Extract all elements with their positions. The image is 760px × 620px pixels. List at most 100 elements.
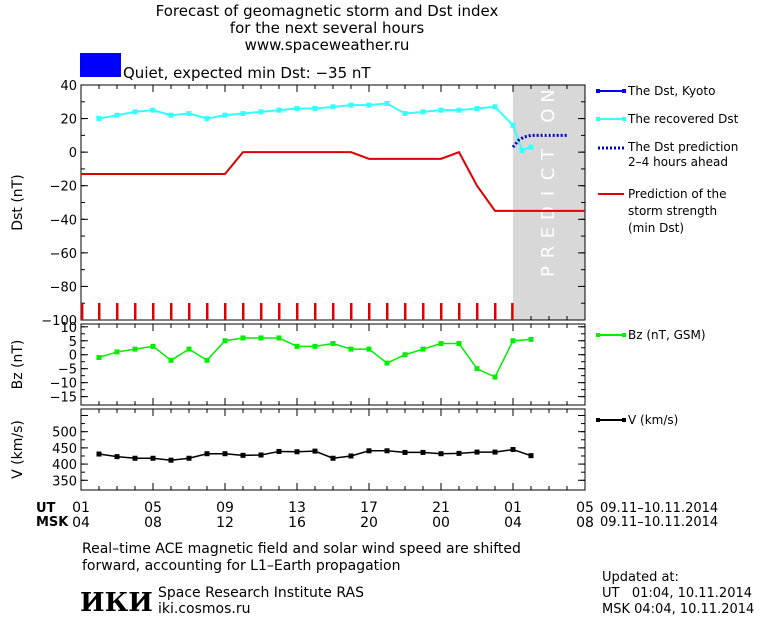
prediction-letter: T	[538, 148, 559, 161]
legend-dst-recovered: The recovered Dst	[596, 112, 739, 126]
updated-msk: MSK 04:04, 10.11.2014	[602, 602, 754, 617]
speed-series-point	[294, 449, 300, 455]
prediction-letter: R	[538, 246, 559, 259]
y-axis-label: Bz (nT)	[10, 340, 26, 390]
red-marker	[386, 303, 389, 320]
recovered-dst-point	[114, 112, 120, 118]
y-tick-label: 450	[52, 442, 77, 457]
recovered-dst-point	[402, 111, 408, 117]
y-tick-label: 0	[69, 349, 77, 364]
recovered-dst-point	[474, 106, 480, 111]
institute-site: iki.cosmos.ru	[158, 601, 250, 617]
speed-series-point	[384, 448, 390, 454]
speed-series-point	[510, 447, 516, 452]
prediction-letter: P	[538, 266, 559, 277]
speed-series-point	[222, 451, 228, 457]
speed-series-point	[114, 454, 120, 460]
legend-dst-kyoto-label: The Dst, Kyoto	[627, 84, 715, 98]
msk-tick-label: 08	[576, 515, 594, 531]
speed-series-point	[240, 452, 246, 458]
bz-series-point	[222, 338, 228, 344]
speed-series-point	[132, 455, 138, 461]
bz-series-point	[96, 355, 102, 361]
y-tick-label: 500	[52, 426, 77, 441]
y-tick-label: 40	[60, 79, 77, 94]
y-tick-label: −40	[50, 213, 77, 228]
legend-speed: V (km/s)	[596, 413, 678, 427]
legend-bz-label: Bz (nT, GSM)	[628, 328, 706, 342]
y-tick-label: −100	[41, 314, 77, 329]
red-marker	[511, 303, 514, 320]
recovered-dst-line	[98, 102, 532, 152]
speed-series-point	[276, 448, 282, 454]
speed-series-point	[186, 455, 192, 461]
red-marker	[188, 303, 191, 320]
title-line-3: www.spaceweather.ru	[245, 36, 410, 54]
y-tick-label: −15	[50, 391, 77, 406]
speed-series-point	[366, 448, 372, 454]
red-marker	[314, 303, 317, 320]
speed-series-point	[402, 449, 408, 455]
prediction-letter: D	[538, 206, 559, 220]
bz-series-point	[474, 366, 480, 372]
recovered-dst-point	[294, 106, 300, 111]
recovered-dst-point	[204, 116, 210, 122]
bz-series-point	[492, 374, 498, 380]
speed-series-point	[258, 452, 264, 458]
bz-series-point	[168, 357, 174, 363]
legend-dst-kyoto: The Dst, Kyoto	[596, 84, 715, 98]
red-marker	[170, 303, 173, 320]
red-marker	[404, 303, 407, 320]
y-tick-label: −5	[58, 363, 77, 378]
legend-storm-strength-label-3: (min Dst)	[628, 221, 684, 235]
legend-storm-strength-label-2: storm strength	[628, 204, 717, 218]
recovered-dst-point	[222, 112, 228, 118]
bz-series-point	[150, 343, 156, 349]
red-marker	[80, 303, 84, 320]
speed-series-point	[150, 455, 156, 461]
legend-storm-strength-label-1: Prediction of the	[628, 187, 727, 201]
bz-series-point	[420, 346, 426, 352]
iki-logo: ИКИ	[80, 588, 153, 618]
title-line-2: for the next several hours	[230, 19, 425, 37]
y-tick-label: 350	[52, 474, 77, 489]
speed-series-point	[330, 455, 336, 461]
ut-tick-label: 01	[504, 500, 522, 516]
red-marker	[260, 303, 263, 320]
prediction-letter: N	[538, 89, 559, 102]
y-tick-label: −80	[50, 280, 77, 295]
bz-series-point	[204, 357, 210, 363]
institute-name: Space Research Institute RAS	[158, 585, 364, 601]
recovered-dst-point	[330, 104, 336, 110]
ut-tick-label: 01	[72, 500, 90, 516]
recovered-dst-point	[312, 106, 318, 111]
speed-series-point	[348, 453, 354, 459]
bz-series-point	[456, 341, 462, 347]
prediction-letter: I	[538, 191, 559, 196]
legend-speed-label: V (km/s)	[628, 413, 678, 427]
ut-tick-label: 05	[576, 500, 594, 516]
msk-tick-label: 04	[72, 515, 90, 531]
speed-series-point	[312, 448, 318, 454]
date-range-msk: 09.11–10.11.2014	[600, 515, 718, 530]
recovered-dst-point	[510, 122, 516, 128]
speed-series-point	[528, 453, 534, 459]
status-color-box	[80, 53, 121, 77]
bz-series-point	[258, 335, 264, 341]
msk-tick-label: 12	[216, 515, 234, 531]
footer-note-1: Real–time ACE magnetic field and solar w…	[82, 541, 521, 557]
msk-tick-label: 00	[432, 515, 450, 531]
red-marker	[476, 303, 479, 320]
legend-dst-prediction: The Dst prediction 2–4 hours ahead	[598, 140, 738, 169]
recovered-dst-point	[276, 107, 282, 113]
speed-series-point	[96, 451, 102, 457]
recovered-dst-point	[384, 100, 390, 106]
speed-series-point	[204, 451, 210, 457]
bz-series-point	[528, 336, 534, 342]
legend: The Dst, Kyoto The recovered Dst The Dst…	[596, 84, 739, 427]
speed-series-point	[438, 451, 444, 457]
red-marker	[224, 303, 227, 320]
bz-series-line	[98, 337, 532, 379]
